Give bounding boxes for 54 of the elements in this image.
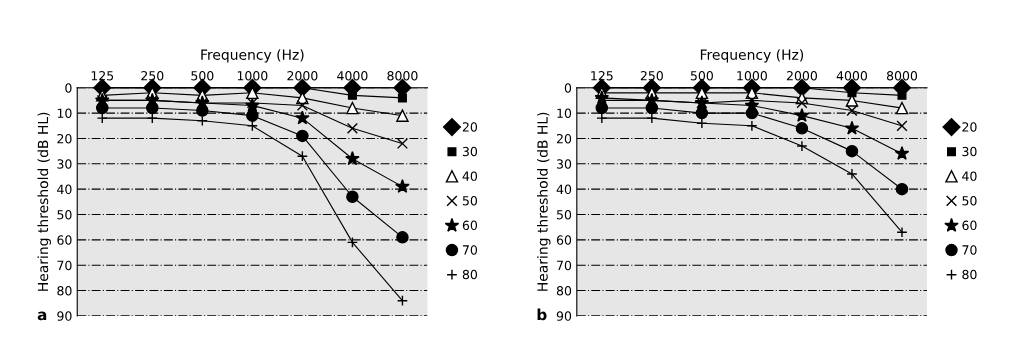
y-axis-title: Hearing threshold (dB HL)	[537, 112, 551, 291]
y-tick-label: 10	[557, 108, 572, 119]
y-tick-label: 60	[556, 235, 572, 245]
legend-label: 60	[962, 220, 977, 231]
legend-label: 40	[962, 171, 977, 181]
legend-label: 30	[962, 146, 977, 157]
y-tick-label: 50	[57, 209, 72, 220]
y-tick-label: 20	[556, 133, 572, 144]
y-tick-label: 40	[57, 184, 72, 195]
x-tick-label: 2000	[287, 71, 318, 81]
x-axis-title: Frequency (Hz)	[201, 49, 304, 63]
x-tick-label: 125	[91, 71, 114, 81]
y-tick-label: 90	[556, 311, 572, 321]
legend-label: 80	[462, 269, 478, 280]
x-tick-label: 8000	[886, 71, 918, 81]
legend-label: 20	[462, 122, 478, 132]
x-tick-label: 250	[640, 71, 663, 81]
y-tick-label: 80	[556, 286, 572, 296]
x-tick-label: 8000	[387, 71, 418, 81]
y-tick-label: 70	[557, 260, 572, 271]
legend-label: 40	[462, 171, 478, 181]
x-tick-label: 1000	[737, 71, 767, 81]
y-tick-label: 60	[57, 235, 72, 245]
legend-label: 30	[462, 146, 478, 157]
y-tick-label: 90	[57, 311, 72, 321]
legend-label: 50	[962, 196, 977, 206]
y-tick-label: 0	[564, 83, 572, 93]
y-tick-label: 30	[556, 159, 572, 169]
y-tick-label: 10	[57, 108, 72, 119]
x-tick-label: 500	[191, 71, 214, 81]
x-tick-label: 1000	[237, 71, 268, 81]
x-tick-label: 4000	[337, 71, 368, 81]
x-tick-label: 500	[690, 71, 713, 81]
text: b	[537, 308, 547, 321]
legend-label: 80	[962, 269, 977, 280]
legend-label: 70	[962, 245, 977, 255]
legend-label: 20	[962, 122, 977, 132]
y-tick-label: 80	[57, 286, 72, 296]
x-tick-label: 125	[591, 71, 613, 81]
y-tick-label: 50	[557, 209, 572, 220]
legend-label: 50	[462, 196, 478, 206]
x-tick-label: 250	[141, 71, 164, 81]
y-tick-label: 40	[556, 184, 572, 195]
y-tick-label: 70	[57, 260, 72, 271]
x-tick-label: 4000	[836, 71, 868, 81]
y-tick-label: 20	[57, 133, 72, 144]
x-axis-title: Frequency (Hz)	[700, 49, 804, 63]
text: a	[37, 311, 47, 321]
legend-label: 70	[462, 245, 478, 255]
y-tick-label: 0	[65, 83, 72, 93]
legend-label: 60	[462, 220, 478, 231]
y-tick-label: 30	[57, 159, 72, 169]
x-tick-label: 2000	[786, 71, 817, 81]
y-axis-title: Hearing threshold (dB HL)	[37, 112, 51, 291]
